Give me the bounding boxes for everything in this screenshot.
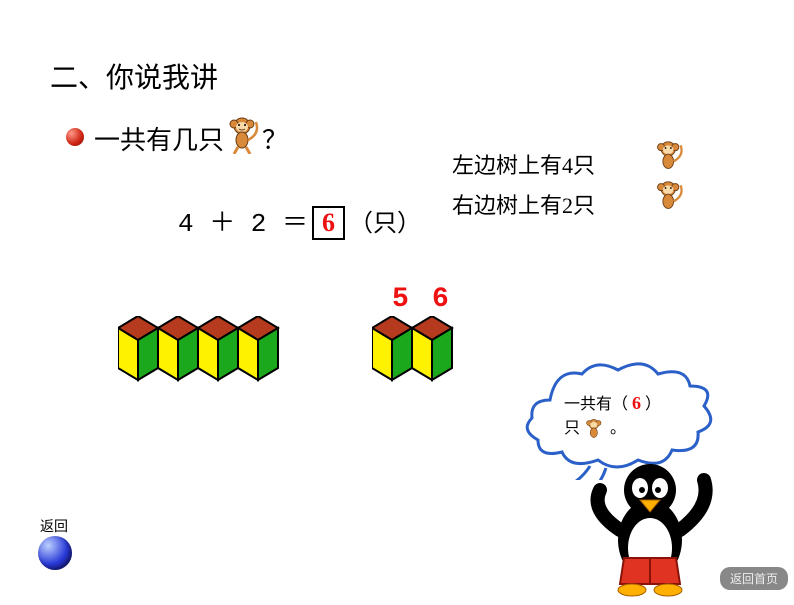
cube-count-5: 5 <box>392 284 409 315</box>
left-tree-label: 左边树上有4只 <box>452 153 595 178</box>
return-home-button[interactable]: 返回首页 <box>720 567 788 590</box>
equation-row: 4 ＋ 2 ＝ 6 （只） <box>178 202 421 240</box>
cloud-line2: 只 。 <box>564 414 626 441</box>
equation-answer: 6 <box>312 206 345 240</box>
monkey-icon <box>226 114 262 159</box>
left-tree-text: 左边树上有4只 <box>452 148 595 180</box>
question-mark: ？ <box>262 120 288 157</box>
cloud-answer: 6 <box>632 393 641 413</box>
penguin-icon <box>580 450 730 605</box>
back-label: 返回 <box>40 516 68 536</box>
cube-count-6: 6 <box>432 284 449 315</box>
question-text: 一共有几只 <box>94 120 224 157</box>
cloud-post: ） <box>645 396 661 413</box>
cube-group-right <box>372 316 492 401</box>
right-tree-text: 右边树上有2只 <box>452 188 595 220</box>
equation-lhs: 4 ＋ 2 ＝ <box>178 209 308 239</box>
section-title: 二、你说我讲 <box>50 56 218 96</box>
cloud-line1: 一共有（ 6 ） <box>564 390 714 414</box>
cloud-l2-post: 。 <box>610 420 626 437</box>
back-button[interactable] <box>38 536 72 570</box>
cloud-pre: 一共有（ <box>564 396 628 413</box>
equation-unit: （只） <box>349 211 421 237</box>
monkey-icon <box>654 138 686 179</box>
cube-group-left <box>118 316 338 401</box>
cloud-l2-pre: 只 <box>564 420 580 437</box>
monkey-icon <box>654 178 686 219</box>
bullet-icon <box>66 128 84 146</box>
right-tree-label: 右边树上有2只 <box>452 193 595 218</box>
